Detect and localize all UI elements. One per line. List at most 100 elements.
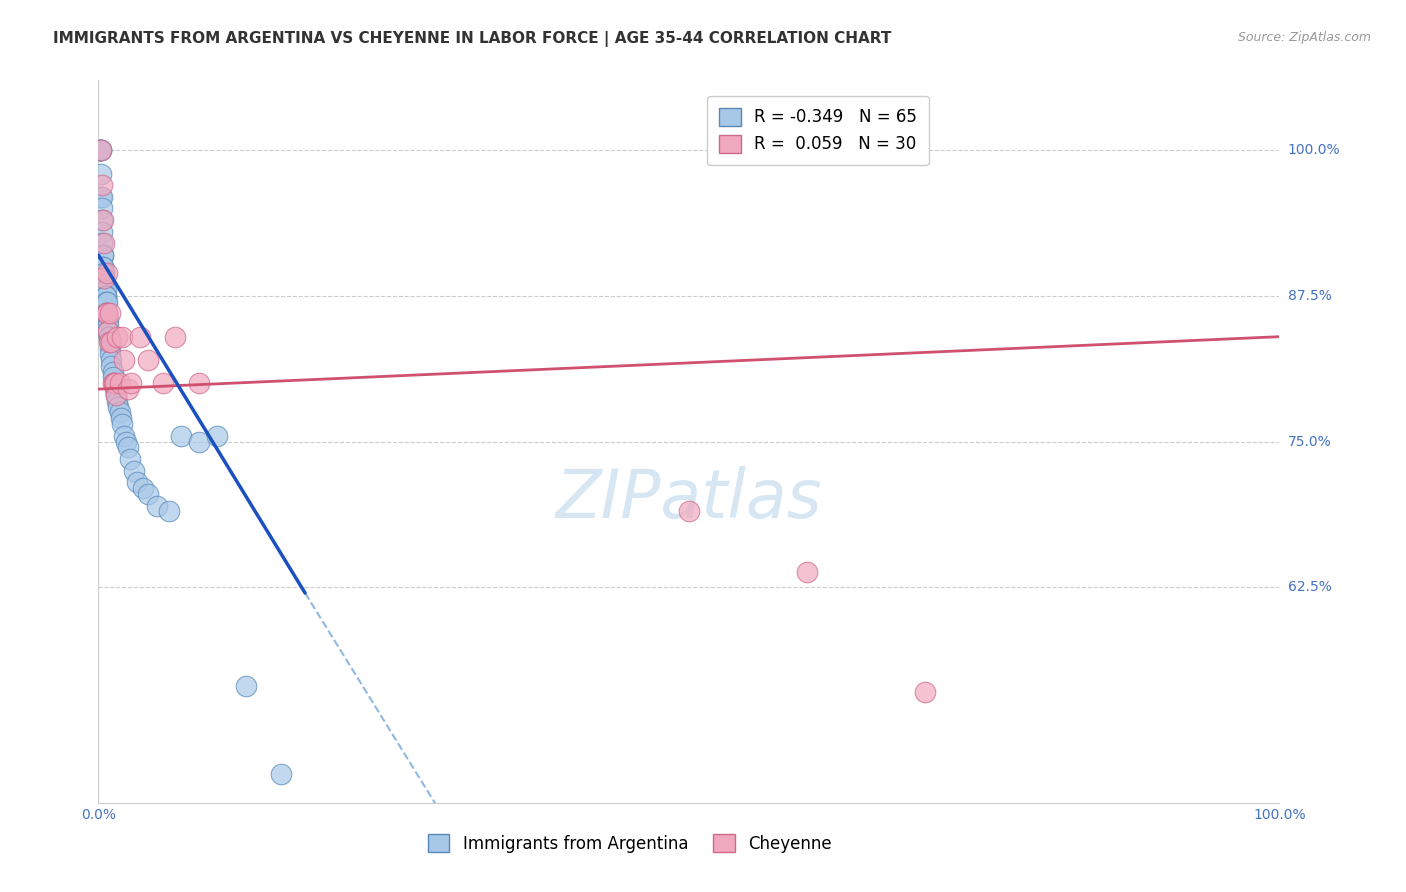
Point xyxy=(98,341,121,355)
Text: 75.0%: 75.0% xyxy=(1288,434,1331,449)
Point xyxy=(93,266,115,280)
Point xyxy=(101,376,124,391)
Point xyxy=(89,143,111,157)
Point xyxy=(205,428,228,442)
Point xyxy=(91,248,114,262)
Point xyxy=(103,376,125,391)
Point xyxy=(132,481,155,495)
Point xyxy=(91,260,114,274)
Point xyxy=(187,376,209,391)
Point xyxy=(127,475,149,490)
Point xyxy=(91,236,114,251)
Point xyxy=(100,359,122,373)
Point xyxy=(91,213,114,227)
Point xyxy=(157,504,180,518)
Point xyxy=(101,365,124,379)
Point xyxy=(93,236,115,251)
Point xyxy=(105,393,128,408)
Point xyxy=(93,271,115,285)
Point xyxy=(97,324,120,338)
Point xyxy=(96,306,118,320)
Text: 100.0%: 100.0% xyxy=(1288,144,1340,157)
Point xyxy=(97,318,120,332)
Point xyxy=(98,329,121,343)
Point xyxy=(96,306,118,320)
Point xyxy=(91,213,114,227)
Point xyxy=(98,335,121,350)
Point xyxy=(112,428,135,442)
Point xyxy=(90,143,112,157)
Point xyxy=(98,335,121,350)
Point xyxy=(796,565,818,579)
Point xyxy=(94,289,117,303)
Point xyxy=(89,143,111,157)
Point xyxy=(111,417,134,431)
Point xyxy=(96,312,118,326)
Point xyxy=(91,190,114,204)
Point xyxy=(98,306,121,320)
Point xyxy=(105,388,128,402)
Point xyxy=(96,306,118,320)
Point xyxy=(104,376,127,391)
Point xyxy=(97,312,120,326)
Point xyxy=(235,679,257,693)
Point xyxy=(91,248,114,262)
Point xyxy=(136,353,159,368)
Text: 62.5%: 62.5% xyxy=(1288,580,1331,594)
Point xyxy=(94,289,117,303)
Point xyxy=(93,271,115,285)
Point xyxy=(94,283,117,297)
Point xyxy=(91,225,114,239)
Point xyxy=(914,685,936,699)
Point xyxy=(94,294,117,309)
Point xyxy=(98,347,121,361)
Point xyxy=(91,260,114,274)
Point xyxy=(93,283,115,297)
Legend: Immigrants from Argentina, Cheyenne: Immigrants from Argentina, Cheyenne xyxy=(422,828,838,860)
Point xyxy=(93,271,115,285)
Point xyxy=(90,190,112,204)
Point xyxy=(93,277,115,292)
Point xyxy=(678,504,700,518)
Point xyxy=(187,434,209,449)
Point xyxy=(165,329,187,343)
Point xyxy=(120,452,142,467)
Point xyxy=(121,376,143,391)
Point xyxy=(107,400,129,414)
Point xyxy=(152,376,174,391)
Point xyxy=(89,143,111,157)
Point xyxy=(170,428,193,442)
Point xyxy=(96,294,118,309)
Point xyxy=(90,143,112,157)
Point xyxy=(96,266,118,280)
Point xyxy=(91,202,114,216)
Point xyxy=(117,382,139,396)
Text: 87.5%: 87.5% xyxy=(1288,289,1331,303)
Point xyxy=(128,329,150,343)
Point xyxy=(98,329,121,343)
Point xyxy=(270,766,292,780)
Point xyxy=(117,441,139,455)
Point xyxy=(110,411,132,425)
Point xyxy=(89,143,111,157)
Text: ZIPatlas: ZIPatlas xyxy=(555,467,823,533)
Point xyxy=(114,434,136,449)
Point xyxy=(105,329,128,343)
Point xyxy=(104,382,127,396)
Point xyxy=(105,388,128,402)
Text: Source: ZipAtlas.com: Source: ZipAtlas.com xyxy=(1237,31,1371,45)
Point xyxy=(103,376,125,391)
Text: IMMIGRANTS FROM ARGENTINA VS CHEYENNE IN LABOR FORCE | AGE 35-44 CORRELATION CHA: IMMIGRANTS FROM ARGENTINA VS CHEYENNE IN… xyxy=(53,31,891,47)
Point xyxy=(97,324,120,338)
Point xyxy=(101,370,124,384)
Point xyxy=(136,487,159,501)
Point xyxy=(94,306,117,320)
Point xyxy=(122,464,145,478)
Point xyxy=(91,178,114,193)
Point xyxy=(111,329,134,343)
Point xyxy=(90,143,112,157)
Point xyxy=(146,499,169,513)
Point xyxy=(108,405,131,419)
Point xyxy=(112,353,135,368)
Point xyxy=(100,335,122,350)
